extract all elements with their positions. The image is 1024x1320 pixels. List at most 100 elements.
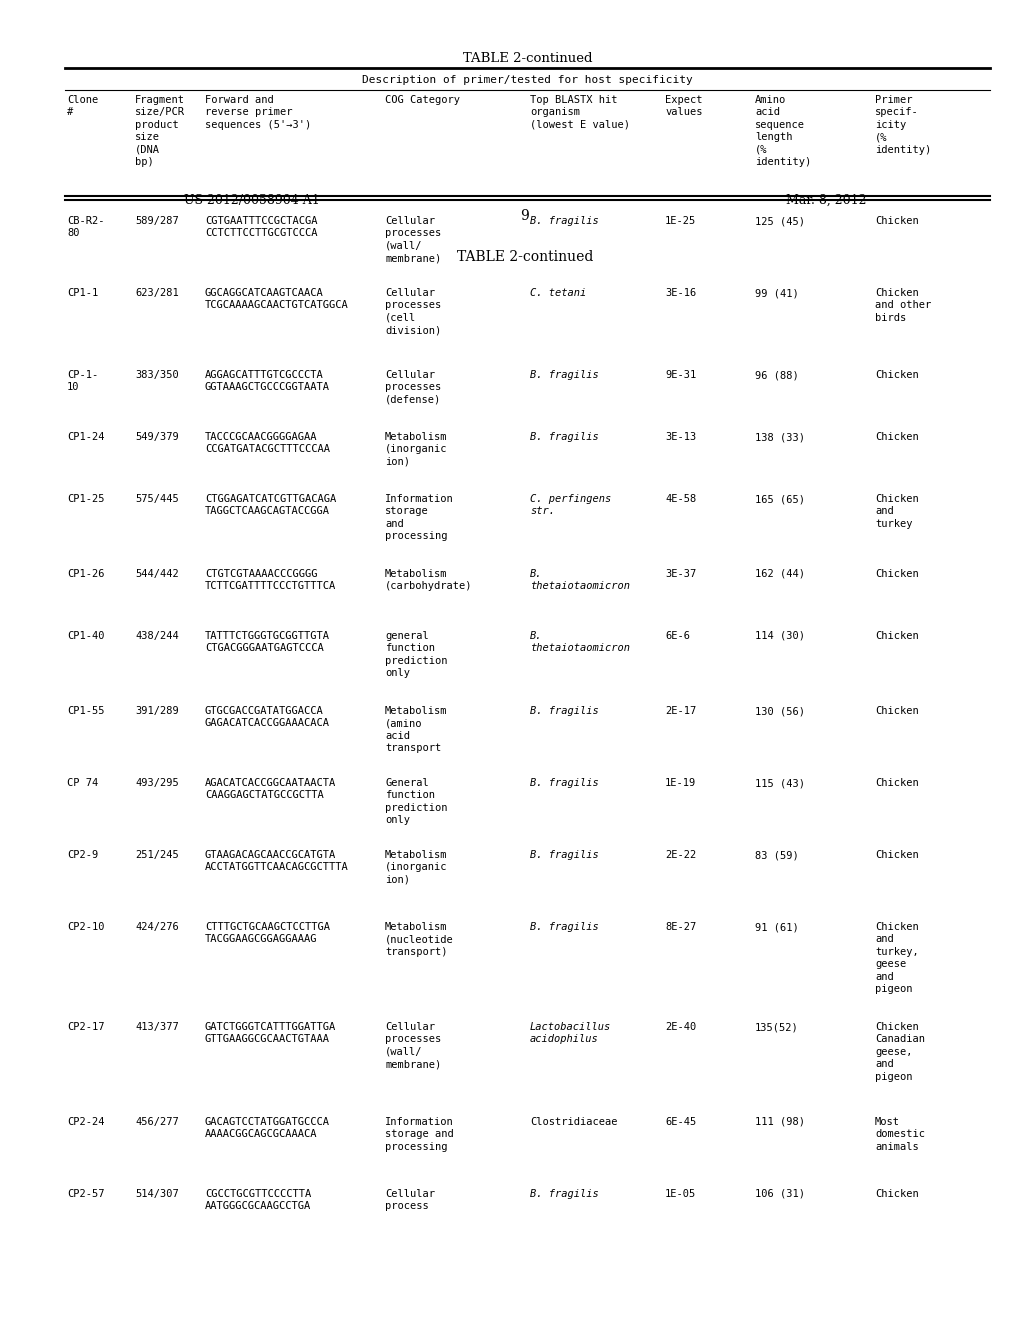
Text: Fragment
size/PCR
product
size
(DNA
bp): Fragment size/PCR product size (DNA bp) bbox=[135, 95, 185, 168]
Text: TACCCGCAACGGGGAGAA
CCGATGATACGCTTTCCCAA: TACCCGCAACGGGGAGAA CCGATGATACGCTTTCCCAA bbox=[205, 432, 330, 454]
Text: Chicken: Chicken bbox=[874, 631, 919, 642]
Text: 589/287: 589/287 bbox=[135, 216, 179, 226]
Text: Primer
specif-
icity
(%
identity): Primer specif- icity (% identity) bbox=[874, 95, 931, 154]
Text: AGGAGCATTTGTCGCCCTA
GGTAAAGCTGCCCGGTAATA: AGGAGCATTTGTCGCCCTA GGTAAAGCTGCCCGGTAATA bbox=[205, 370, 330, 392]
Text: Cellular
processes
(cell
division): Cellular processes (cell division) bbox=[385, 288, 441, 335]
Text: 162 (44): 162 (44) bbox=[755, 569, 805, 579]
Text: B.
thetaiotaomicron: B. thetaiotaomicron bbox=[530, 569, 630, 591]
Text: Chicken: Chicken bbox=[874, 1189, 919, 1199]
Text: Information
storage and
processing: Information storage and processing bbox=[385, 1117, 454, 1152]
Text: Chicken
and
turkey,
geese
and
pigeon: Chicken and turkey, geese and pigeon bbox=[874, 921, 919, 994]
Text: 2E-40: 2E-40 bbox=[665, 1022, 696, 1032]
Text: B. fragilis: B. fragilis bbox=[530, 370, 599, 380]
Text: 165 (65): 165 (65) bbox=[755, 494, 805, 504]
Text: General
function
prediction
only: General function prediction only bbox=[385, 777, 447, 825]
Text: CGCCTGCGTTCCCCTTA
AATGGGCGCAAGCCTGA: CGCCTGCGTTCCCCTTA AATGGGCGCAAGCCTGA bbox=[205, 1189, 311, 1212]
Text: Top BLASTX hit
organism
(lowest E value): Top BLASTX hit organism (lowest E value) bbox=[530, 95, 630, 129]
Text: CTGTCGTAAAACCCGGGG
TCTTCGATTTTCCCTGTTTCA: CTGTCGTAAAACCCGGGG TCTTCGATTTTCCCTGTTTCA bbox=[205, 569, 336, 591]
Text: Cellular
processes
(defense): Cellular processes (defense) bbox=[385, 370, 441, 405]
Text: 438/244: 438/244 bbox=[135, 631, 179, 642]
Text: 138 (33): 138 (33) bbox=[755, 432, 805, 442]
Text: Metabolism
(inorganic
ion): Metabolism (inorganic ion) bbox=[385, 850, 447, 884]
Text: Information
storage
and
processing: Information storage and processing bbox=[385, 494, 454, 541]
Text: 3E-13: 3E-13 bbox=[665, 432, 696, 442]
Text: B. fragilis: B. fragilis bbox=[530, 777, 599, 788]
Text: COG Category: COG Category bbox=[385, 95, 460, 106]
Text: 96 (88): 96 (88) bbox=[755, 370, 799, 380]
Text: B. fragilis: B. fragilis bbox=[530, 1189, 599, 1199]
Text: GATCTGGGTCATTTGGATTGA
GTTGAAGGCGCAACTGTAAA: GATCTGGGTCATTTGGATTGA GTTGAAGGCGCAACTGTA… bbox=[205, 1022, 336, 1044]
Text: 2E-22: 2E-22 bbox=[665, 850, 696, 861]
Text: CP1-26: CP1-26 bbox=[67, 569, 104, 579]
Text: GTGCGACCGATATGGACCA
GAGACATCACCGGAAACACA: GTGCGACCGATATGGACCA GAGACATCACCGGAAACACA bbox=[205, 706, 330, 729]
Text: CP2-57: CP2-57 bbox=[67, 1189, 104, 1199]
Text: 99 (41): 99 (41) bbox=[755, 288, 799, 298]
Text: 9E-31: 9E-31 bbox=[665, 370, 696, 380]
Text: 1E-05: 1E-05 bbox=[665, 1189, 696, 1199]
Text: 251/245: 251/245 bbox=[135, 850, 179, 861]
Text: B. fragilis: B. fragilis bbox=[530, 706, 599, 715]
Text: 114 (30): 114 (30) bbox=[755, 631, 805, 642]
Text: 125 (45): 125 (45) bbox=[755, 216, 805, 226]
Text: 6E-6: 6E-6 bbox=[665, 631, 690, 642]
Text: US 2012/0058904 A1: US 2012/0058904 A1 bbox=[183, 194, 319, 207]
Text: 91 (61): 91 (61) bbox=[755, 921, 799, 932]
Text: CP1-1: CP1-1 bbox=[67, 288, 98, 298]
Text: 130 (56): 130 (56) bbox=[755, 706, 805, 715]
Text: Chicken
and
turkey: Chicken and turkey bbox=[874, 494, 919, 529]
Text: 83 (59): 83 (59) bbox=[755, 850, 799, 861]
Text: CP 74: CP 74 bbox=[67, 777, 98, 788]
Text: CP-1-
10: CP-1- 10 bbox=[67, 370, 98, 392]
Text: B. fragilis: B. fragilis bbox=[530, 921, 599, 932]
Text: Most
domestic
animals: Most domestic animals bbox=[874, 1117, 925, 1152]
Text: 623/281: 623/281 bbox=[135, 288, 179, 298]
Text: Chicken
Canadian
geese,
and
pigeon: Chicken Canadian geese, and pigeon bbox=[874, 1022, 925, 1081]
Text: Amino
acid
sequence
length
(%
identity): Amino acid sequence length (% identity) bbox=[755, 95, 811, 168]
Text: Metabolism
(nucleotide
transport): Metabolism (nucleotide transport) bbox=[385, 921, 454, 957]
Text: B. fragilis: B. fragilis bbox=[530, 432, 599, 442]
Text: Forward and
reverse primer
sequences (5'→3'): Forward and reverse primer sequences (5'… bbox=[205, 95, 311, 129]
Text: 2E-17: 2E-17 bbox=[665, 706, 696, 715]
Text: Cellular
process: Cellular process bbox=[385, 1189, 435, 1212]
Text: 544/442: 544/442 bbox=[135, 569, 179, 579]
Text: CGTGAATTTCCGCTACGA
CCTCTTCCTTGCGTCCCA: CGTGAATTTCCGCTACGA CCTCTTCCTTGCGTCCCA bbox=[205, 216, 317, 239]
Text: 9: 9 bbox=[520, 210, 529, 223]
Text: C. tetani: C. tetani bbox=[530, 288, 587, 298]
Text: 456/277: 456/277 bbox=[135, 1117, 179, 1127]
Text: Cellular
processes
(wall/
membrane): Cellular processes (wall/ membrane) bbox=[385, 216, 441, 263]
Text: 106 (31): 106 (31) bbox=[755, 1189, 805, 1199]
Text: B. fragilis: B. fragilis bbox=[530, 216, 599, 226]
Text: TATTTCTGGGTGCGGTTGTA
CTGACGGGAATGAGTCCCA: TATTTCTGGGTGCGGTTGTA CTGACGGGAATGAGTCCCA bbox=[205, 631, 330, 653]
Text: Chicken: Chicken bbox=[874, 706, 919, 715]
Text: 514/307: 514/307 bbox=[135, 1189, 179, 1199]
Text: Metabolism
(inorganic
ion): Metabolism (inorganic ion) bbox=[385, 432, 447, 467]
Text: 383/350: 383/350 bbox=[135, 370, 179, 380]
Text: B.
thetaiotaomicron: B. thetaiotaomicron bbox=[530, 631, 630, 653]
Text: 493/295: 493/295 bbox=[135, 777, 179, 788]
Text: Chicken: Chicken bbox=[874, 370, 919, 380]
Text: Chicken: Chicken bbox=[874, 432, 919, 442]
Text: 3E-16: 3E-16 bbox=[665, 288, 696, 298]
Text: 1E-19: 1E-19 bbox=[665, 777, 696, 788]
Text: GACAGTCCTATGGATGCCCA
AAAACGGCAGCGCAAACА: GACAGTCCTATGGATGCCCA AAAACGGCAGCGCAAACА bbox=[205, 1117, 330, 1139]
Text: 8E-27: 8E-27 bbox=[665, 921, 696, 932]
Text: B. fragilis: B. fragilis bbox=[530, 850, 599, 861]
Text: CB-R2-
80: CB-R2- 80 bbox=[67, 216, 104, 239]
Text: general
function
prediction
only: general function prediction only bbox=[385, 631, 447, 678]
Text: 6E-45: 6E-45 bbox=[665, 1117, 696, 1127]
Text: Lactobacillus
acidophilus: Lactobacillus acidophilus bbox=[530, 1022, 611, 1044]
Text: Expect
values: Expect values bbox=[665, 95, 702, 117]
Text: Chicken: Chicken bbox=[874, 216, 919, 226]
Text: Chicken: Chicken bbox=[874, 569, 919, 579]
Text: Mar. 8, 2012: Mar. 8, 2012 bbox=[785, 194, 866, 207]
Text: Cellular
processes
(wall/
membrane): Cellular processes (wall/ membrane) bbox=[385, 1022, 441, 1069]
Text: Metabolism
(amino
acid
transport: Metabolism (amino acid transport bbox=[385, 706, 447, 754]
Text: 111 (98): 111 (98) bbox=[755, 1117, 805, 1127]
Text: C. perfingens
str.: C. perfingens str. bbox=[530, 494, 611, 516]
Text: GGCAGGCATCAAGTCAACA
TCGCAAAAGCAACTGTCATGGCA: GGCAGGCATCAAGTCAACA TCGCAAAAGCAACTGTCATG… bbox=[205, 288, 349, 310]
Text: 549/379: 549/379 bbox=[135, 432, 179, 442]
Text: Description of primer/tested for host specificity: Description of primer/tested for host sp… bbox=[362, 75, 693, 84]
Text: Chicken: Chicken bbox=[874, 777, 919, 788]
Text: 4E-58: 4E-58 bbox=[665, 494, 696, 504]
Text: CP2-17: CP2-17 bbox=[67, 1022, 104, 1032]
